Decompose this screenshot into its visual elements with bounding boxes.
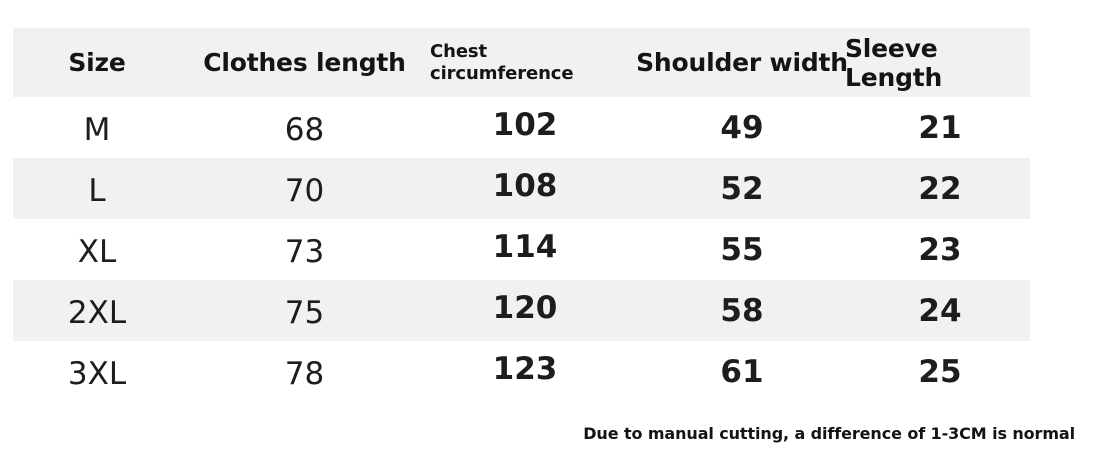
cell-chest-circumference: 123 bbox=[430, 338, 620, 399]
cell-sleeve-length-value: 25 bbox=[918, 353, 962, 390]
chest-header-line-1: Chest bbox=[430, 40, 488, 62]
column-header-sleeve-length: Sleeve Length bbox=[845, 28, 1035, 97]
cell-clothes-length-value: 78 bbox=[284, 355, 325, 392]
cell-clothes-length-value: 75 bbox=[284, 294, 325, 331]
cell-clothes-length: 78 bbox=[192, 343, 417, 404]
cell-sleeve-length: 21 bbox=[845, 97, 1035, 158]
measurement-disclaimer-note: Due to manual cutting, a difference of 1… bbox=[583, 424, 1075, 443]
cell-sleeve-length-value: 23 bbox=[918, 231, 962, 268]
column-header-chest-circumference-label: Chest circumference bbox=[430, 40, 574, 85]
cell-size: M bbox=[22, 99, 172, 160]
column-header-clothes-length: Clothes length bbox=[192, 28, 417, 97]
column-header-size-label: Size bbox=[68, 48, 126, 77]
cell-size: XL bbox=[22, 221, 172, 282]
table-header-row: Size Clothes length Chest circumference … bbox=[0, 28, 1099, 97]
cell-chest-circumference-value: 120 bbox=[492, 289, 558, 326]
header-band bbox=[13, 28, 1030, 97]
cell-size: L bbox=[22, 160, 172, 221]
cell-clothes-length: 73 bbox=[192, 221, 417, 282]
cell-sleeve-length: 25 bbox=[845, 341, 1035, 402]
cell-clothes-length-value: 73 bbox=[284, 233, 325, 270]
cell-clothes-length-value: 70 bbox=[284, 172, 325, 209]
table-row: XL 73 114 55 23 bbox=[0, 219, 1099, 280]
cell-chest-circumference-value: 114 bbox=[492, 228, 558, 265]
cell-shoulder-width: 61 bbox=[622, 341, 862, 402]
cell-shoulder-width-value: 58 bbox=[720, 292, 764, 329]
table-row: 3XL 78 123 61 25 bbox=[0, 341, 1099, 402]
cell-clothes-length: 68 bbox=[192, 99, 417, 160]
cell-chest-circumference: 114 bbox=[430, 216, 620, 277]
column-header-size: Size bbox=[22, 28, 172, 97]
cell-sleeve-length-value: 24 bbox=[918, 292, 962, 329]
table-row: L 70 108 52 22 bbox=[0, 158, 1099, 219]
cell-shoulder-width: 52 bbox=[622, 158, 862, 219]
cell-size: 3XL bbox=[22, 343, 172, 404]
cell-shoulder-width-value: 52 bbox=[720, 170, 764, 207]
cell-size-value: L bbox=[88, 172, 106, 209]
cell-chest-circumference-value: 108 bbox=[492, 167, 558, 204]
cell-clothes-length-value: 68 bbox=[284, 111, 325, 148]
cell-shoulder-width: 55 bbox=[622, 219, 862, 280]
cell-sleeve-length: 22 bbox=[845, 158, 1035, 219]
cell-sleeve-length: 24 bbox=[845, 280, 1035, 341]
cell-sleeve-length-value: 21 bbox=[918, 109, 962, 146]
cell-shoulder-width-value: 49 bbox=[720, 109, 764, 146]
cell-chest-circumference: 120 bbox=[430, 277, 620, 338]
cell-shoulder-width: 49 bbox=[622, 97, 862, 158]
cell-clothes-length: 75 bbox=[192, 282, 417, 343]
cell-clothes-length: 70 bbox=[192, 160, 417, 221]
cell-size-value: M bbox=[83, 111, 111, 148]
cell-chest-circumference-value: 102 bbox=[492, 106, 558, 143]
column-header-shoulder-width: Shoulder width bbox=[622, 28, 862, 97]
cell-size: 2XL bbox=[22, 282, 172, 343]
cell-sleeve-length: 23 bbox=[845, 219, 1035, 280]
column-header-sleeve-length-label: Sleeve Length bbox=[845, 33, 943, 92]
row-band bbox=[13, 158, 1030, 219]
chest-header-line-2: circumference bbox=[430, 62, 574, 84]
cell-chest-circumference-value: 123 bbox=[492, 350, 558, 387]
cell-sleeve-length-value: 22 bbox=[918, 170, 962, 207]
column-header-clothes-length-label: Clothes length bbox=[203, 48, 406, 77]
cell-shoulder-width-value: 55 bbox=[720, 231, 764, 268]
cell-chest-circumference: 102 bbox=[430, 94, 620, 155]
column-header-shoulder-width-label: Shoulder width bbox=[636, 48, 848, 77]
cell-size-value: XL bbox=[77, 233, 117, 270]
cell-shoulder-width: 58 bbox=[622, 280, 862, 341]
cell-shoulder-width-value: 61 bbox=[720, 353, 764, 390]
table-row: 2XL 75 120 58 24 bbox=[0, 280, 1099, 341]
column-header-chest-circumference: Chest circumference bbox=[430, 28, 620, 97]
size-chart-table: Size Clothes length Chest circumference … bbox=[0, 28, 1099, 402]
cell-chest-circumference: 108 bbox=[430, 155, 620, 216]
cell-size-value: 2XL bbox=[67, 294, 127, 331]
cell-size-value: 3XL bbox=[67, 355, 127, 392]
table-row: M 68 102 49 21 bbox=[0, 97, 1099, 158]
row-band bbox=[13, 280, 1030, 341]
